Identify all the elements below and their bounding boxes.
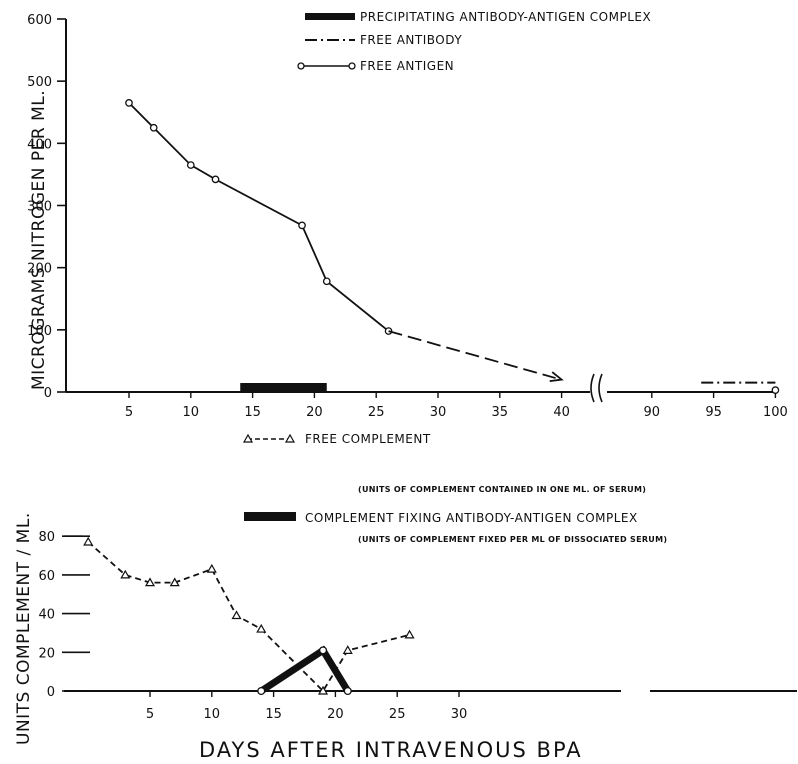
legend-marker-free-complement-2: [284, 433, 296, 443]
legend-label-precipitating: PRECIPITATING ANTIBODY-ANTIGEN COMPLEX: [360, 10, 651, 24]
free-antigen-point: [149, 123, 158, 132]
top-y-tick-label: 0: [44, 386, 52, 401]
top-marks: [125, 99, 780, 394]
top-y-tick-label: 300: [27, 199, 52, 214]
top-x-tick-label: 10: [183, 405, 200, 420]
free-antigen-point: [211, 175, 220, 184]
legend-marker-free-antigen-2: [348, 62, 356, 70]
bottom-x-tick-label: 10: [204, 707, 221, 722]
free-antigen-trend-arrowhead: [549, 371, 564, 382]
top-legend: PRECIPITATING ANTIBODY-ANTIGEN COMPLEX F…: [297, 10, 651, 73]
top-x-tick-label: 20: [306, 405, 323, 420]
top-x-tick-label: 15: [244, 405, 261, 420]
top-x-tick-label: 100: [763, 405, 788, 420]
free-complement-point: [256, 623, 267, 633]
top-x-ticks: 5 10 15 20 25 30 35 40 90 95 100: [125, 392, 788, 420]
free-antigen-line: [128, 102, 390, 332]
bottom-x-tick-label: 15: [265, 707, 282, 722]
top-y-axis-label: MICROGRAMS NITROGEN PER ML.: [29, 90, 49, 390]
complement-fixing-point: [257, 686, 266, 696]
bottom-chart: 0 20 40 60 80 5 10 15 20 25 30 UNITS COMPLEMENT /…: [14, 432, 797, 762]
top-chart: 0 100 200 300 400 500 600 5 10 15 20 25 30 35 40 90 95 1…: [27, 10, 788, 420]
free-antigen-point: [125, 99, 133, 107]
free-complement-point: [169, 577, 180, 587]
complement-fixing-point: [343, 686, 352, 696]
free-complement-point: [83, 536, 94, 546]
bottom-y-ticks: 0 20 40 60 80: [38, 530, 90, 700]
legend-label-free-complement: FREE COMPLEMENT: [305, 432, 431, 446]
bottom-x-ticks: 5 10 15 20 25 30: [146, 691, 467, 722]
bottom-x-tick-label: 25: [389, 707, 406, 722]
free-antigen-trend: [388, 330, 556, 379]
top-y-tick-label: 400: [27, 137, 52, 152]
bottom-y-tick-label: 0: [47, 685, 55, 700]
bottom-marks: [64, 535, 415, 696]
legend-label-free-antigen: FREE ANTIGEN: [360, 59, 454, 73]
complement-fixing-point: [318, 646, 328, 655]
free-antigen-point: [186, 161, 195, 169]
top-x-tick-label: 25: [368, 405, 385, 420]
free-complement-point: [318, 685, 329, 695]
legend-swatch-precipitating: [305, 13, 355, 20]
top-y-tick-label: 100: [27, 324, 52, 339]
free-complement-line: [87, 541, 410, 693]
legend-label-free-antibody: FREE ANTIBODY: [360, 33, 462, 47]
bottom-y-tick-label: 60: [38, 569, 55, 584]
legend-swatch-fixing-complex: [244, 512, 296, 521]
legend-note-free-complement: (UNITS OF COMPLEMENT CONTAINED IN ONE ML…: [358, 485, 646, 494]
axis-break-mark-2: [598, 373, 603, 403]
free-antigen-point: [322, 277, 331, 286]
top-x-tick-label: 30: [430, 405, 447, 420]
bottom-y-tick-label: 80: [38, 530, 55, 545]
top-x-tick-label: 90: [644, 405, 661, 420]
legend-label-fixing-complex: COMPLEMENT FIXING ANTIBODY-ANTIGEN COMPL…: [305, 511, 638, 525]
bottom-x-axis-label: DAYS AFTER INTRAVENOUS BPA: [199, 738, 583, 762]
top-y-tick-label: 600: [27, 13, 52, 28]
bottom-y-axis-label: UNITS COMPLEMENT / ML.: [14, 512, 34, 745]
free-complement-point: [342, 645, 353, 654]
legend-marker-free-antigen-1: [297, 62, 305, 70]
bottom-x-tick-label: 30: [451, 707, 468, 722]
bottom-x-tick-label: 5: [146, 707, 154, 722]
top-y-tick-label: 500: [27, 75, 52, 90]
top-y-tick-label: 200: [27, 262, 52, 277]
free-complement-point: [206, 563, 217, 573]
top-x-tick-label: 35: [492, 405, 509, 420]
top-x-tick-label: 40: [553, 405, 570, 420]
bottom-x-tick-label: 20: [327, 707, 344, 722]
legend-marker-free-complement-1: [242, 433, 254, 443]
free-antigen-point: [298, 221, 306, 230]
bottom-legend: FREE COMPLEMENT (UNITS OF COMPLEMENT CON…: [242, 432, 667, 544]
free-complement-point: [404, 629, 415, 639]
top-x-tick-label: 5: [125, 405, 133, 420]
free-complement-point: [120, 569, 131, 579]
legend-note-fixing-complex: (UNITS OF COMPLEMENT FIXED PER ML OF DIS…: [358, 535, 667, 544]
free-complement-point: [144, 577, 156, 587]
bottom-y-tick-label: 40: [38, 608, 55, 623]
top-x-tick-label: 95: [705, 405, 722, 420]
top-y-ticks: 0 100 200 300 400 500 600: [27, 13, 66, 401]
free-antigen-endpoint: [771, 386, 780, 394]
free-complement-point: [231, 610, 242, 620]
axis-break-mark-1: [590, 373, 595, 403]
bottom-y-tick-label: 20: [38, 646, 55, 661]
